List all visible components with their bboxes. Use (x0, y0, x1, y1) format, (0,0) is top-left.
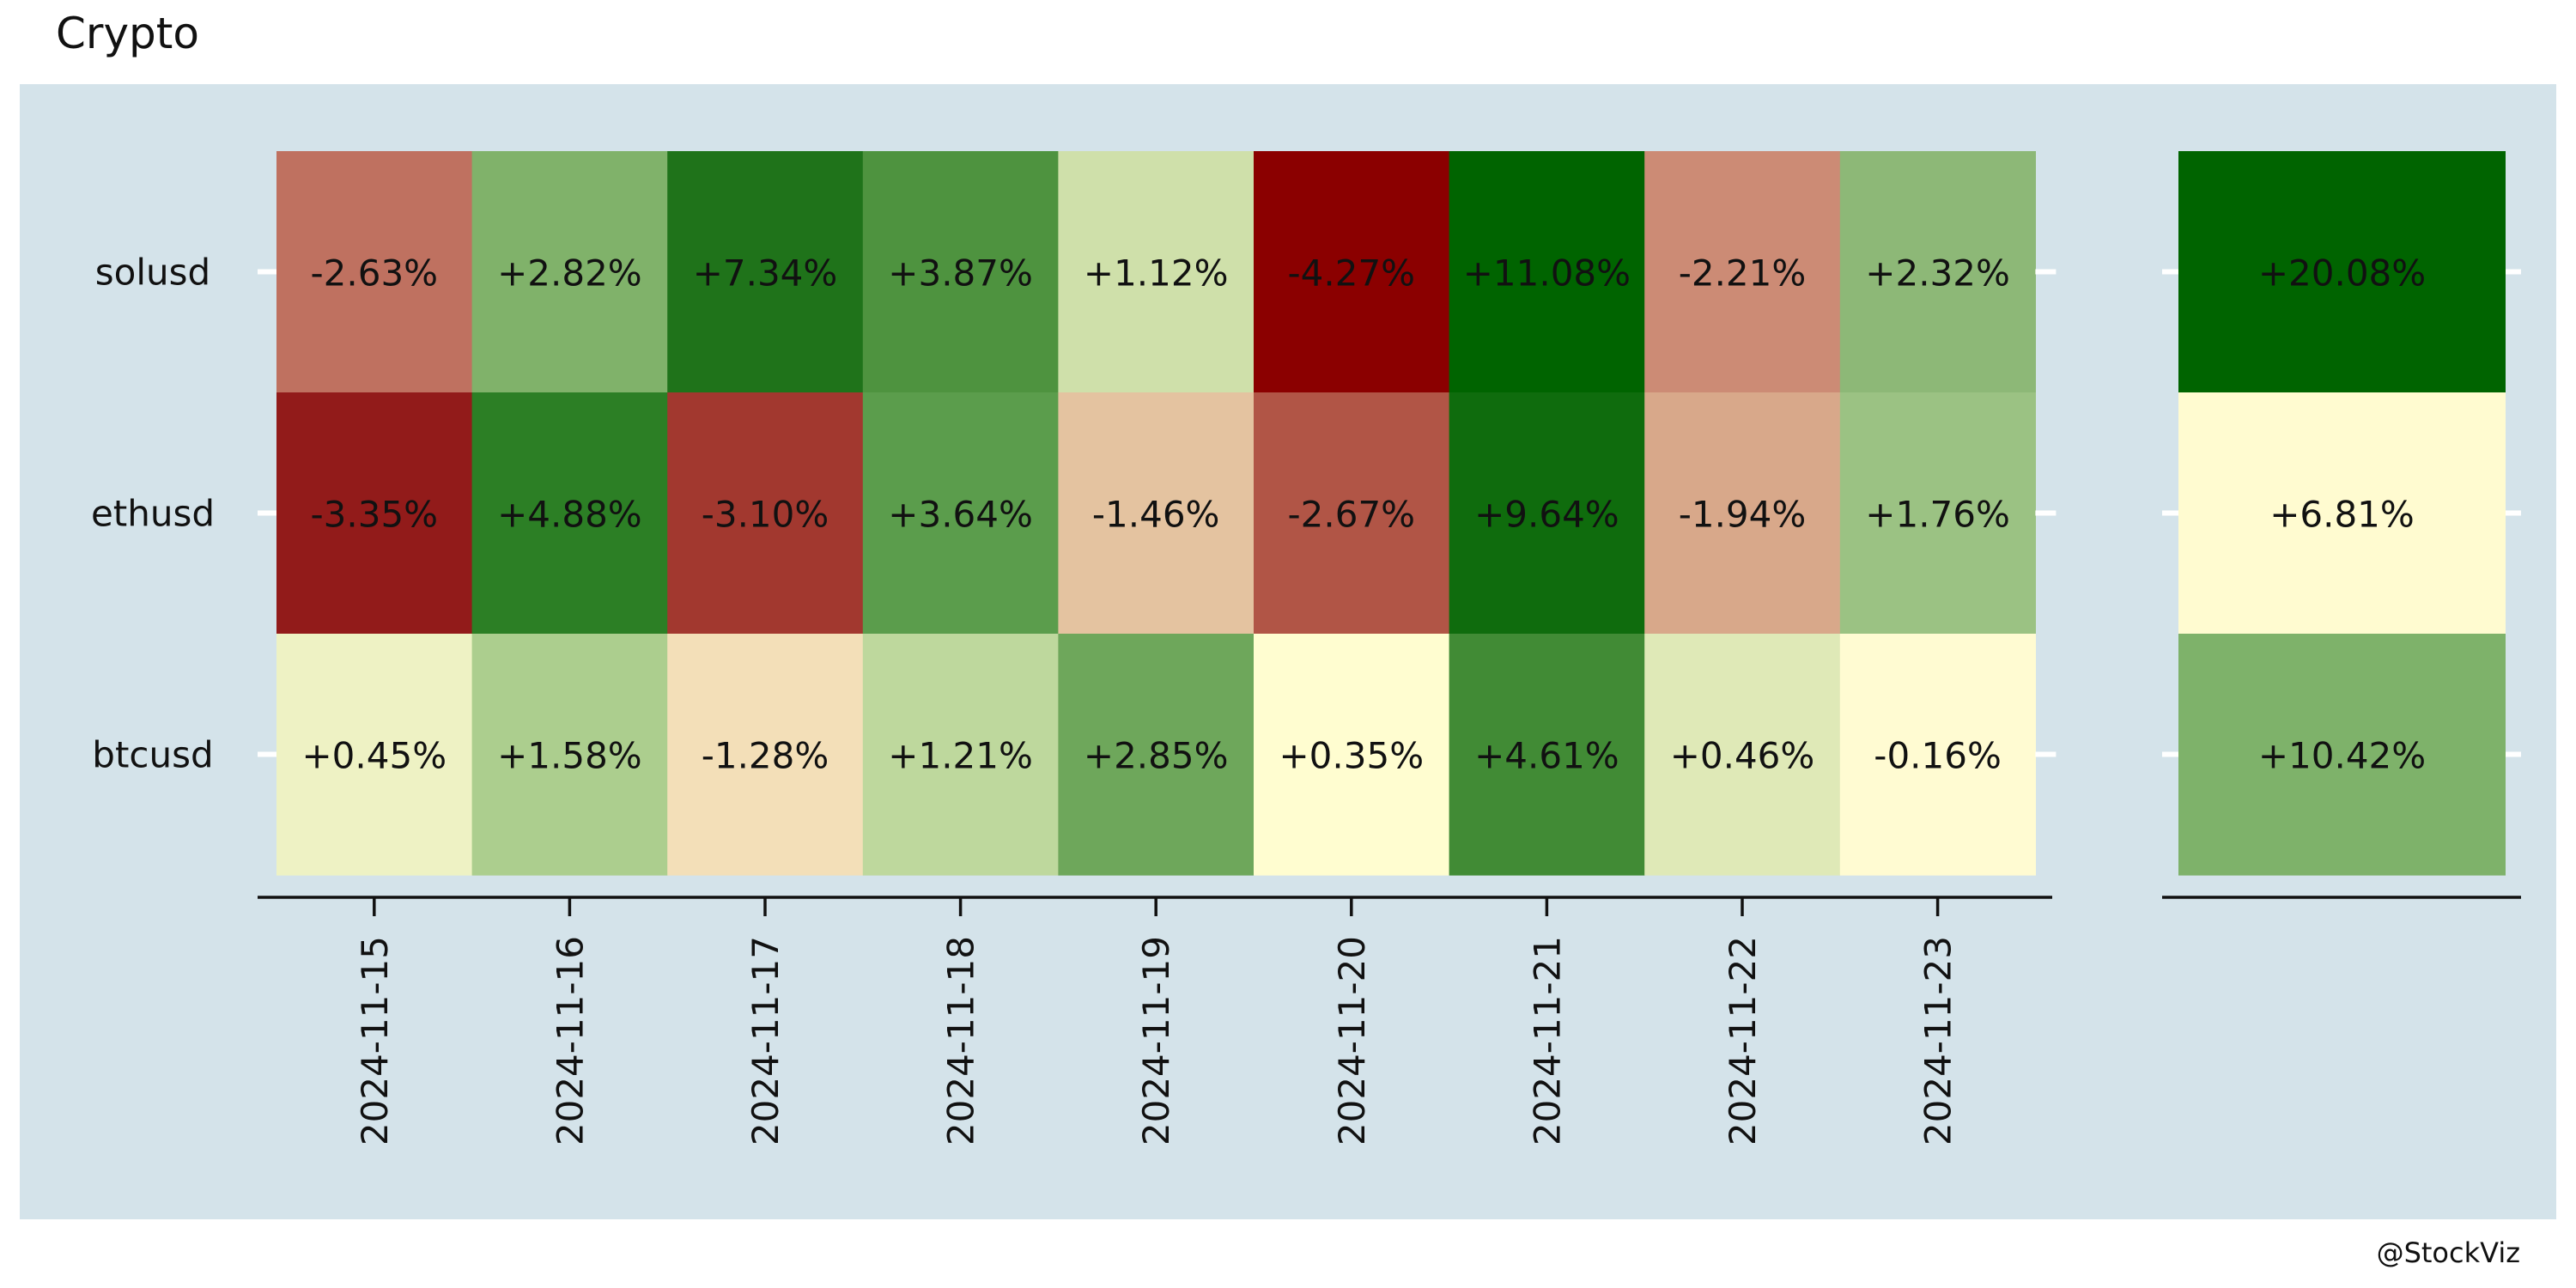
cell-value-label: -1.28% (702, 735, 829, 777)
cell-value-label: -2.67% (1288, 494, 1416, 536)
heatmap-cell (1058, 151, 1255, 393)
total-cell (2178, 392, 2506, 635)
row-label: solusd (95, 252, 210, 294)
cell-value-label: +3.87% (888, 252, 1033, 295)
x-tick-label: 2024-11-15 (354, 936, 396, 1145)
heatmap-cell (471, 392, 668, 635)
heatmap-cell (1839, 392, 2036, 635)
heatmap-cell (1644, 634, 1841, 876)
row-label: btcusd (92, 734, 213, 776)
cell-value-label: +2.85% (1084, 735, 1229, 777)
x-tick-label: 2024-11-21 (1526, 936, 1568, 1145)
cell-value-label: -2.21% (1679, 252, 1807, 295)
cell-value-label: +4.61% (1474, 735, 1619, 777)
cell-value-label: -2.63% (311, 252, 439, 295)
x-tick-label: 2024-11-23 (1917, 936, 1959, 1145)
heatmap-cell (1839, 634, 2036, 876)
cell-value-label: +1.58% (497, 735, 642, 777)
cell-value-label: +0.35% (1279, 735, 1424, 777)
x-tick-label: 2024-11-19 (1135, 936, 1177, 1145)
heatmap-cell (1644, 151, 1841, 393)
heatmap-cell (667, 392, 864, 635)
cell-value-label: +0.46% (1670, 735, 1815, 777)
heatmap-cell (276, 392, 473, 635)
total-value-label: +6.81% (2269, 494, 2415, 536)
cell-value-label: +1.12% (1084, 252, 1229, 295)
main-heatmap: -2.63% +2.82% +7.34% +3.87% +1.12% -4.27% +11.… (276, 151, 2036, 876)
heatmap-cell (1449, 634, 1645, 876)
heatmap-cell (1254, 634, 1450, 876)
cell-value-label: +0.45% (301, 735, 447, 777)
heatmap-cell (862, 634, 1059, 876)
cell-value-label: -0.16% (1874, 735, 2002, 777)
heatmap-cell (1058, 392, 1255, 635)
cell-value-label: +1.76% (1865, 494, 2010, 536)
heatmap-cell (1058, 634, 1255, 876)
cell-value-label: +2.82% (497, 252, 642, 295)
heatmap-cell (1839, 151, 2036, 393)
credit-label: @StockViz (2377, 1236, 2520, 1269)
x-tick-label: 2024-11-18 (940, 936, 982, 1145)
cell-value-label: -3.10% (702, 494, 829, 536)
x-tick-label: 2024-11-16 (549, 936, 591, 1145)
heatmap-cell (1449, 392, 1645, 635)
cell-value-label: -4.27% (1288, 252, 1416, 295)
total-cell (2178, 151, 2506, 393)
heatmap-cell (276, 151, 473, 393)
cell-value-label: +7.34% (693, 252, 838, 295)
x-tick-label: 2024-11-22 (1722, 936, 1764, 1145)
heatmap-cell (1449, 151, 1645, 393)
heatmap-cell (1254, 392, 1450, 635)
total-heatmap: +20.08% +6.81% +10.42% (2178, 151, 2506, 876)
heatmap-cell (667, 634, 864, 876)
heatmap-cell (667, 151, 864, 393)
cell-value-label: +1.21% (888, 735, 1033, 777)
heatmap-cell (1254, 151, 1450, 393)
chart-title: Crypto (56, 9, 199, 58)
cell-value-label: -1.46% (1092, 494, 1220, 536)
heatmap-cell (276, 634, 473, 876)
cell-value-label: +9.64% (1474, 494, 1619, 536)
cell-value-label: +11.08% (1463, 252, 1631, 295)
x-tick-label: 2024-11-17 (744, 936, 787, 1145)
total-value-label: +20.08% (2258, 252, 2426, 295)
heatmap-cell (862, 151, 1059, 393)
cell-value-label: -1.94% (1679, 494, 1807, 536)
cell-value-label: -3.35% (311, 494, 439, 536)
total-cell (2178, 634, 2506, 876)
x-tick-label: 2024-11-20 (1331, 936, 1373, 1145)
cell-value-label: +3.64% (888, 494, 1033, 536)
axes: solusd ethusd btcusd 2024-11-15 2024-11-16 20… (91, 252, 2521, 1145)
cell-value-label: +4.88% (497, 494, 642, 536)
cell-value-label: +2.32% (1865, 252, 2010, 295)
total-value-label: +10.42% (2258, 735, 2426, 777)
heatmap-cell (471, 634, 668, 876)
heatmap-cell (471, 151, 668, 393)
row-label: ethusd (91, 493, 215, 535)
heatmap-cell (862, 392, 1059, 635)
heatmap-cell (1644, 392, 1841, 635)
